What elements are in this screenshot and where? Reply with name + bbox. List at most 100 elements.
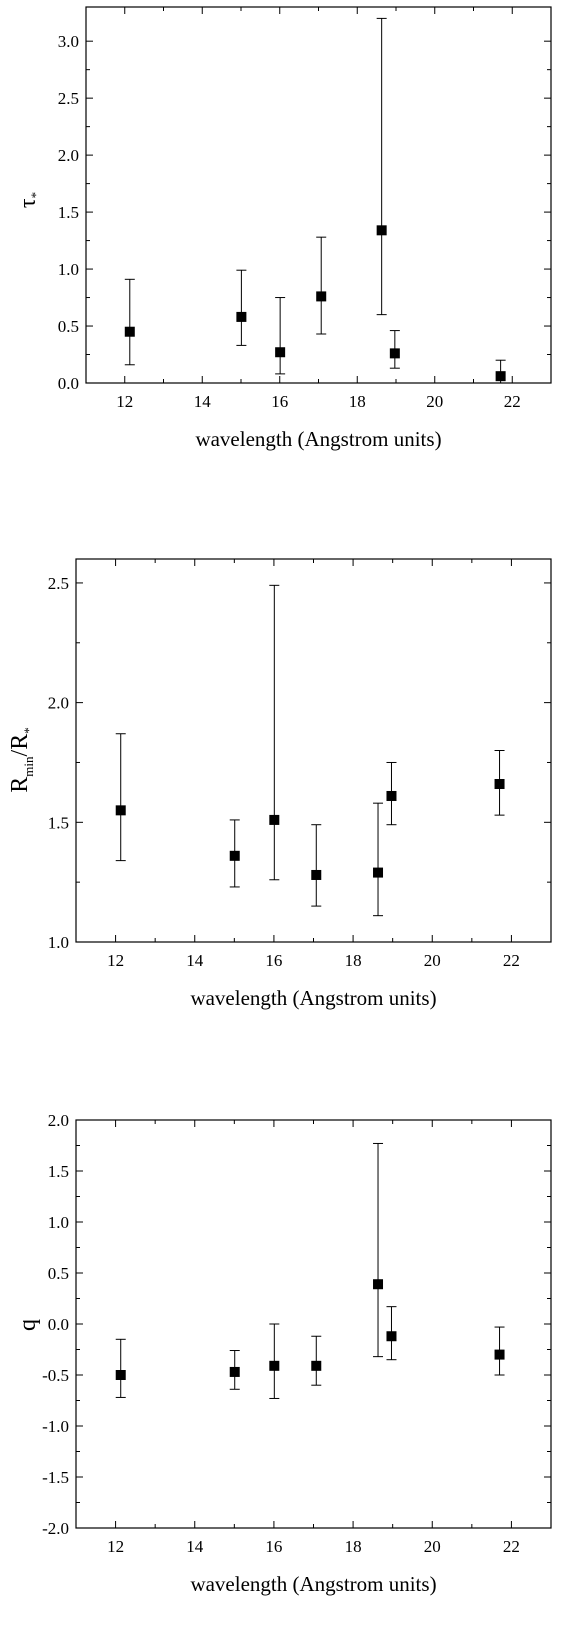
x-tick-labels: 12 14 16 18 20 22	[107, 1537, 520, 1556]
y-tick-label: -2.0	[42, 1519, 69, 1538]
y-axis-label-mid: /R	[7, 734, 33, 757]
point-marker	[494, 1349, 505, 1360]
point-marker	[236, 311, 247, 322]
data-point	[311, 1335, 322, 1386]
x-tick-label: 18	[345, 1537, 362, 1556]
point-marker	[275, 347, 286, 358]
x-tick-label: 18	[345, 951, 362, 970]
x-tick-labels: 12 14 16 18 20 22	[107, 951, 520, 970]
x-tick-label: 22	[503, 1537, 520, 1556]
data-point	[495, 359, 506, 384]
y-axis-label-sub1: min	[21, 756, 36, 777]
data-point	[389, 330, 400, 369]
data-point	[229, 1350, 240, 1390]
data-point	[124, 278, 135, 366]
y-tick-label: 0.0	[58, 374, 79, 393]
plot-frame	[75, 558, 552, 943]
x-tick-label: 12	[116, 392, 133, 411]
x-tick-label: 20	[426, 392, 443, 411]
point-marker	[316, 291, 327, 302]
axis-ticks	[75, 1119, 552, 1529]
y-tick-label: -1.0	[42, 1417, 69, 1436]
x-tick-label: 22	[504, 392, 521, 411]
point-marker	[389, 348, 400, 359]
x-tick-labels: 12 14 16 18 20 22	[116, 392, 521, 411]
x-tick-label: 20	[424, 951, 441, 970]
y-tick-labels: 0.0 0.5 1.0 1.5 2.0 2.5 3.0	[58, 32, 79, 393]
y-tick-label: 1.5	[48, 813, 69, 832]
x-tick-label: 18	[349, 392, 366, 411]
x-tick-label: 14	[186, 951, 204, 970]
tau-chart-panel: 12 14 16 18 20 22 0.0 0.5 1.0 1.5 2.0 2.5 3.0 wavel…	[15, 6, 552, 451]
y-tick-label: 2.5	[58, 89, 79, 108]
y-tick-label: -0.5	[42, 1366, 69, 1385]
point-marker	[269, 814, 280, 825]
data-point	[229, 819, 240, 888]
y-tick-label: 2.5	[48, 574, 69, 593]
x-tick-label: 16	[271, 392, 288, 411]
y-tick-labels: -2.0 -1.5 -1.0 -0.5 0.0 0.5 1.0 1.5 2.0	[42, 1111, 69, 1538]
y-tick-label: 1.0	[58, 260, 79, 279]
point-marker	[373, 1279, 384, 1290]
y-axis-label-main: R	[7, 777, 33, 793]
data-point	[269, 1323, 280, 1399]
y-tick-label: 0.5	[58, 317, 79, 336]
point-marker	[124, 326, 135, 337]
data-point	[316, 236, 327, 335]
x-axis-label: wavelength (Angstrom units)	[195, 427, 441, 451]
y-tick-label: 1.5	[48, 1162, 69, 1181]
data-point	[376, 17, 387, 316]
data-points	[115, 1142, 505, 1399]
x-tick-label: 16	[265, 951, 282, 970]
point-marker	[373, 867, 384, 878]
x-tick-label: 20	[424, 1537, 441, 1556]
y-tick-label: 0.0	[48, 1315, 69, 1334]
y-axis-label-sub: *	[28, 192, 43, 199]
y-axis-label-sub2: *	[21, 727, 36, 734]
data-point	[386, 761, 397, 826]
data-point	[373, 802, 384, 917]
y-tick-label: 2.0	[48, 1111, 69, 1130]
y-tick-label: 1.0	[48, 1213, 69, 1232]
point-marker	[386, 790, 397, 801]
y-axis-label: τ*	[15, 192, 43, 208]
data-point	[386, 1306, 397, 1361]
y-tick-label: -1.5	[42, 1468, 69, 1487]
point-marker	[229, 850, 240, 861]
x-tick-label: 14	[194, 392, 212, 411]
data-point	[373, 1142, 384, 1358]
y-tick-label: 2.0	[48, 694, 69, 713]
data-points	[124, 17, 506, 384]
point-marker	[495, 371, 506, 382]
x-axis-label: wavelength (Angstrom units)	[190, 986, 436, 1010]
data-point	[494, 1326, 505, 1376]
point-marker	[229, 1366, 240, 1377]
plot-frame	[85, 6, 552, 384]
y-tick-label: 2.0	[58, 146, 79, 165]
x-axis-label: wavelength (Angstrom units)	[190, 1572, 436, 1596]
y-tick-label: 0.5	[48, 1264, 69, 1283]
point-marker	[386, 1331, 397, 1342]
x-tick-label: 16	[265, 1537, 282, 1556]
x-tick-label: 12	[107, 951, 124, 970]
data-point	[115, 733, 126, 862]
rmin-chart-panel: 12 14 16 18 20 22 1.0 1.5 2.0 2.5 wavelength (An…	[7, 558, 552, 1010]
y-axis-label-main: τ	[15, 198, 41, 208]
data-point	[275, 297, 286, 375]
y-tick-label: 3.0	[58, 32, 79, 51]
q-chart-panel: 12 14 16 18 20 22 -2.0 -1.5 -1.0 -0.5 0.0 0.5 1.0 1.…	[15, 1111, 552, 1596]
plot-frame	[75, 1119, 552, 1529]
point-marker	[311, 869, 322, 880]
data-point	[236, 269, 247, 346]
x-tick-label: 12	[107, 1537, 124, 1556]
data-points	[115, 584, 505, 917]
point-marker	[311, 1360, 322, 1371]
data-point	[311, 824, 322, 907]
point-marker	[115, 805, 126, 816]
x-tick-label: 22	[503, 951, 520, 970]
data-point	[269, 584, 280, 881]
data-point	[494, 750, 505, 816]
point-marker	[269, 1360, 280, 1371]
axis-ticks	[85, 7, 552, 384]
